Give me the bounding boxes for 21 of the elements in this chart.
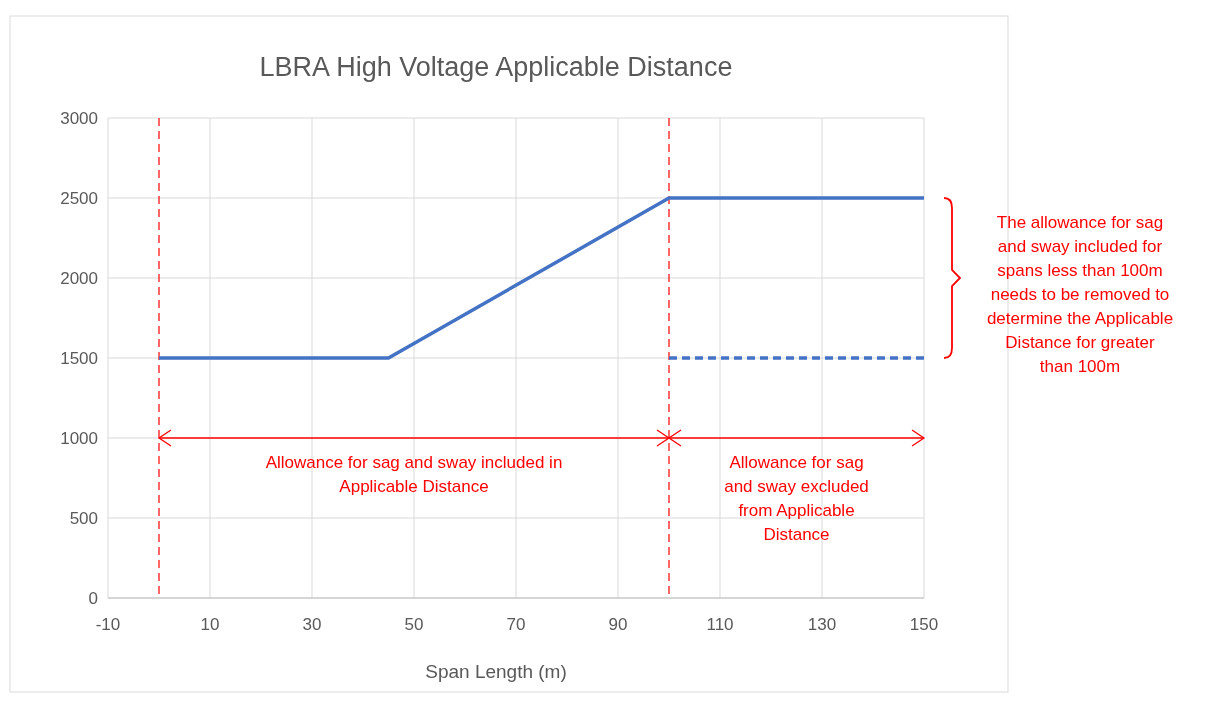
x-tick-label: 90 [608,615,628,634]
x-tick-label: 110 [706,615,734,634]
x-axis-title: Span Length (m) [425,661,567,682]
x-tick-label: 70 [506,615,526,634]
chart-title: LBRA High Voltage Applicable Distance [259,52,733,82]
y-tick-label: 3000 [60,109,98,128]
annotation: Allowance for sag and sway included in Applicable Distance [265,453,563,496]
y-tick-label: 2000 [60,269,98,288]
y-tick-label: 0 [88,589,98,608]
x-tick-label: 50 [404,615,424,634]
y-tick-label: 1500 [60,349,98,368]
y-tick-label: 500 [69,509,98,528]
y-tick-label: 2500 [60,189,98,208]
x-tick-label: 30 [302,615,322,634]
x-tick-label: -10 [95,615,121,634]
x-tick-label: 10 [200,615,220,634]
y-tick-label: 1000 [60,429,98,448]
annotation: Allowance for sag and sway excluded from Applicable Distance [724,453,869,544]
x-tick-label: 150 [909,615,939,634]
text: The allowance for sag and sway included for spans less than 100m needs to be removed to determine the Applicable Distance for greater than 100m [986,213,1174,376]
x-tick-label: 130 [807,615,837,634]
